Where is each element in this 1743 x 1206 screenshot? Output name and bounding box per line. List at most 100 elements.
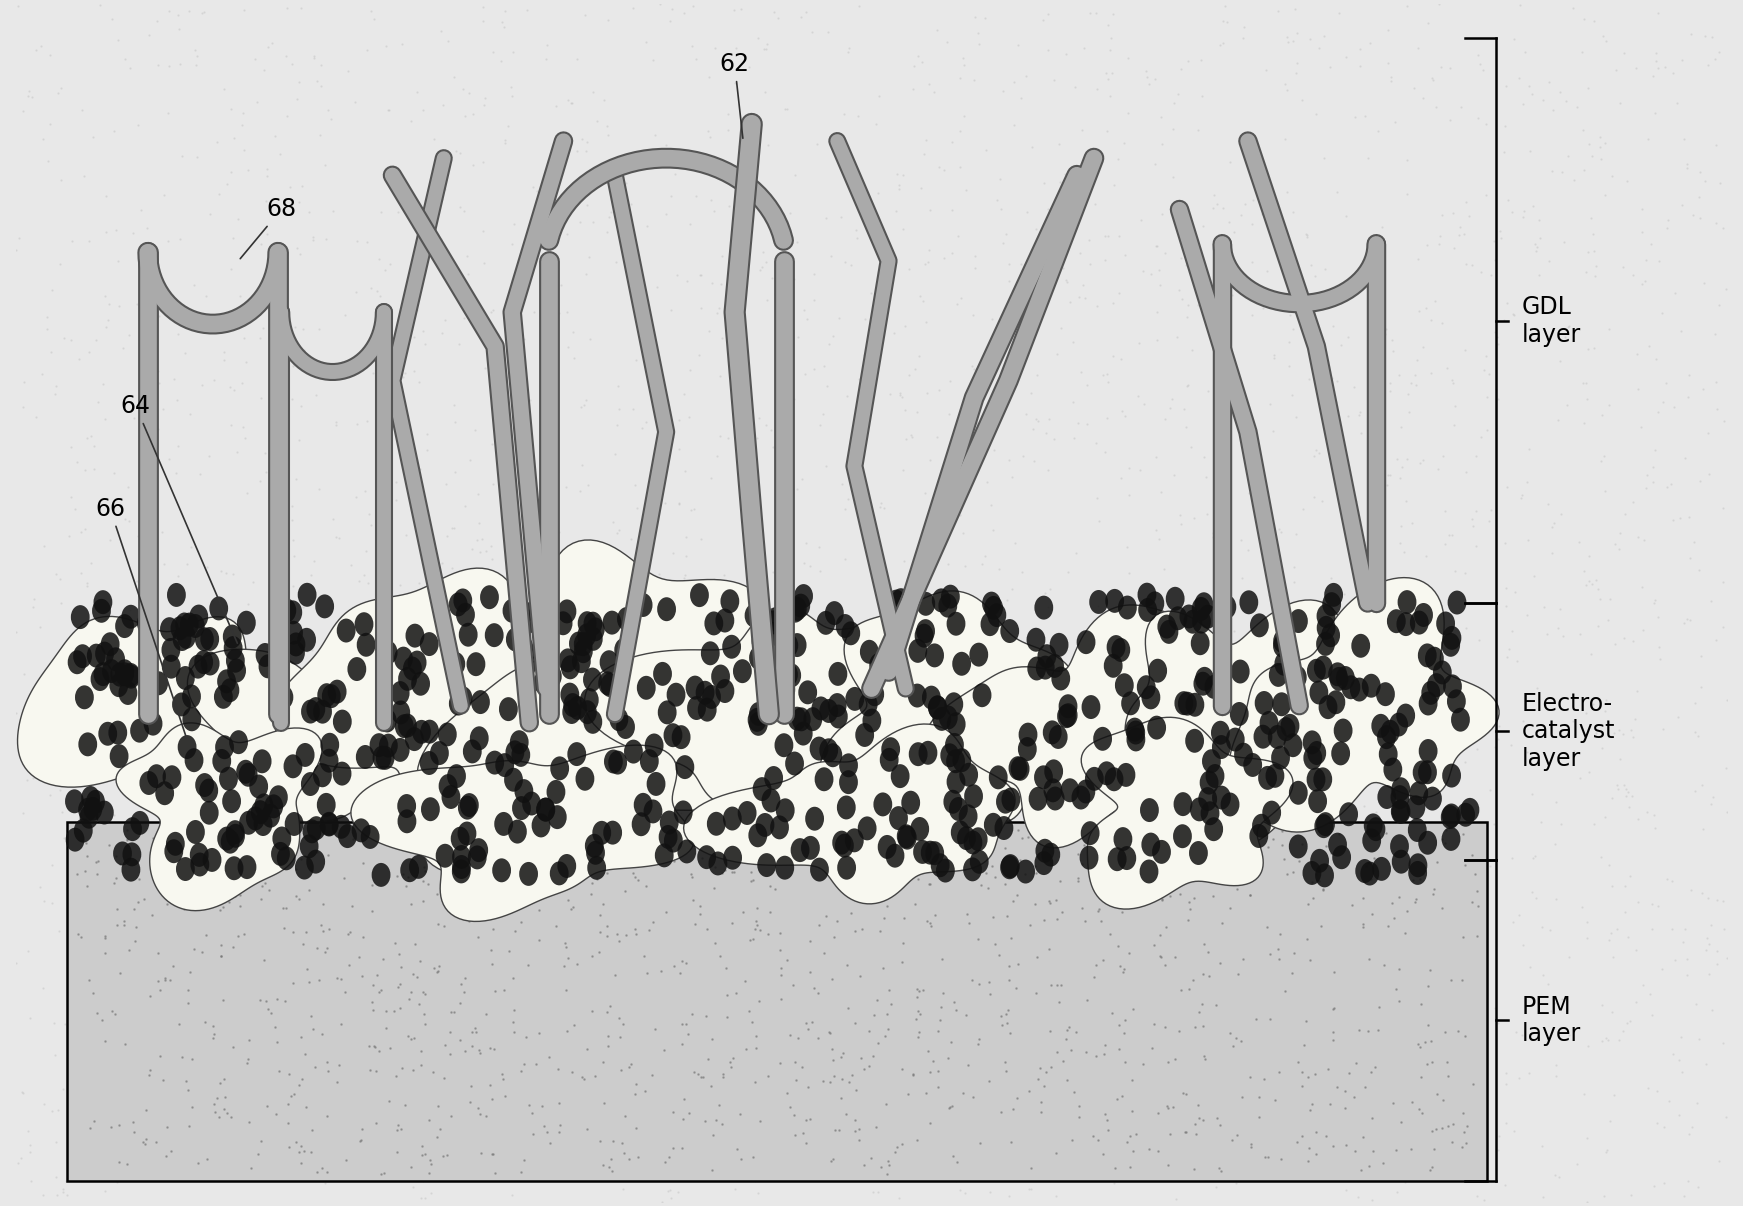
Point	[868, 493, 896, 513]
Ellipse shape	[122, 663, 139, 687]
Point	[275, 177, 303, 197]
Point	[472, 921, 500, 941]
Point	[350, 771, 378, 790]
Ellipse shape	[988, 603, 1006, 627]
Point	[833, 386, 861, 405]
Ellipse shape	[762, 789, 781, 813]
Ellipse shape	[1192, 597, 1211, 621]
Point	[26, 617, 54, 637]
Point	[781, 1125, 809, 1144]
Point	[1030, 1091, 1058, 1111]
Point	[336, 923, 364, 942]
Point	[676, 500, 704, 520]
Point	[981, 1026, 1009, 1046]
Point	[1196, 589, 1224, 608]
Point	[361, 1037, 389, 1056]
Point	[408, 859, 436, 878]
Point	[589, 1155, 617, 1175]
Point	[1319, 762, 1347, 781]
Point	[1295, 602, 1323, 621]
Point	[63, 452, 91, 472]
Point	[1185, 761, 1213, 780]
Point	[743, 912, 770, 931]
Point	[314, 100, 342, 119]
Point	[78, 984, 106, 1003]
Ellipse shape	[1136, 675, 1156, 699]
Ellipse shape	[927, 696, 946, 720]
Point	[901, 895, 929, 914]
Point	[439, 558, 467, 578]
Point	[246, 472, 274, 491]
Point	[737, 640, 765, 660]
Point	[987, 199, 1014, 218]
Point	[1014, 827, 1042, 847]
Point	[1422, 96, 1450, 116]
Point	[872, 1095, 899, 1114]
Point	[873, 1129, 901, 1148]
Point	[469, 1029, 497, 1048]
Point	[967, 555, 995, 574]
Point	[1145, 778, 1173, 797]
Point	[586, 904, 614, 924]
Point	[1185, 810, 1213, 830]
Point	[512, 0, 540, 19]
Point	[913, 1042, 941, 1061]
Point	[641, 798, 669, 818]
Point	[498, 235, 526, 254]
Ellipse shape	[554, 611, 572, 636]
Point	[1407, 870, 1434, 889]
Point	[533, 1108, 561, 1128]
Point	[1354, 1157, 1382, 1176]
Point	[1309, 1100, 1337, 1119]
Point	[7, 1148, 35, 1167]
Point	[995, 1015, 1023, 1035]
Point	[633, 964, 661, 983]
Ellipse shape	[1328, 832, 1347, 856]
Point	[812, 841, 840, 860]
Point	[410, 871, 437, 890]
Point	[248, 234, 275, 253]
Point	[826, 1120, 854, 1140]
Point	[1258, 942, 1286, 961]
Point	[505, 597, 533, 616]
Point	[824, 926, 852, 946]
Point	[1332, 47, 1360, 66]
Point	[819, 927, 847, 947]
Point	[988, 1015, 1016, 1035]
Point	[692, 1062, 720, 1082]
Point	[1457, 845, 1485, 865]
Ellipse shape	[1173, 824, 1192, 848]
Polygon shape	[274, 568, 603, 873]
Point	[408, 707, 436, 726]
Point	[1072, 414, 1100, 433]
Point	[763, 8, 791, 28]
Point	[1196, 966, 1224, 985]
Ellipse shape	[1272, 630, 1292, 654]
Point	[1302, 105, 1330, 124]
Point	[835, 1072, 863, 1091]
Ellipse shape	[1199, 604, 1217, 628]
Point	[544, 891, 572, 911]
Point	[729, 1140, 756, 1159]
Point	[1140, 935, 1168, 954]
Point	[110, 931, 138, 950]
Point	[1098, 64, 1126, 83]
Point	[631, 1089, 659, 1108]
Point	[497, 830, 525, 849]
Point	[1129, 1054, 1157, 1073]
Point	[1098, 900, 1126, 919]
Point	[915, 240, 943, 259]
Point	[917, 200, 945, 219]
Point	[847, 777, 875, 796]
Point	[1452, 737, 1480, 756]
Point	[817, 630, 845, 649]
Point	[385, 575, 413, 595]
Point	[1407, 1037, 1434, 1056]
Point	[903, 46, 931, 65]
Point	[1328, 896, 1356, 915]
Point	[711, 959, 739, 978]
Ellipse shape	[221, 678, 239, 702]
Point	[295, 880, 322, 900]
Point	[784, 327, 812, 346]
Point	[957, 889, 985, 908]
